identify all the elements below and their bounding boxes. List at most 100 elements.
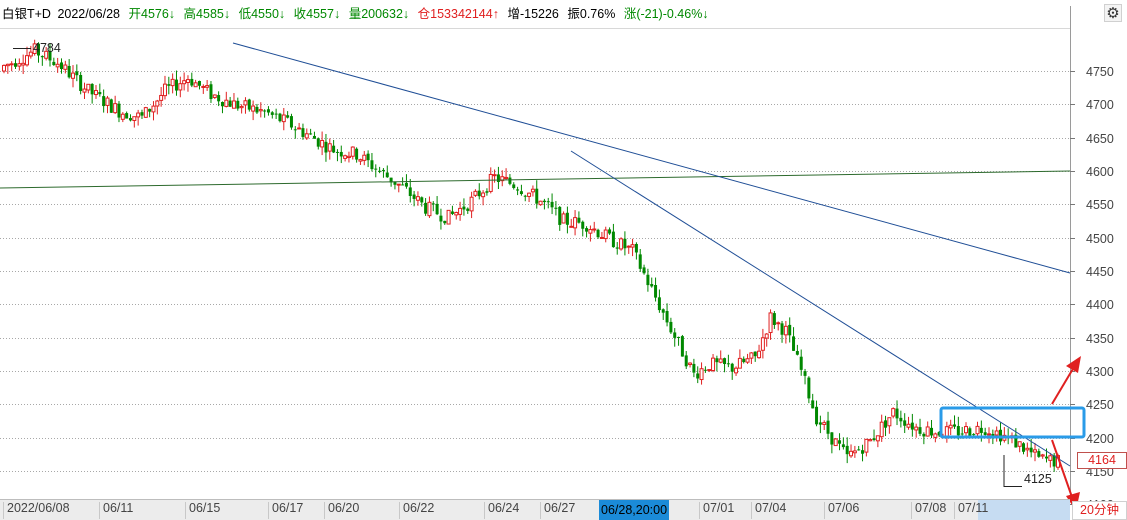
candle-body: [236, 100, 240, 109]
candle-body: [910, 422, 914, 430]
time-axis-separator: [99, 502, 100, 519]
candle: [918, 418, 922, 437]
candle: [776, 321, 781, 331]
price-tick-label: 4400: [1086, 297, 1114, 312]
candle-body: [327, 143, 332, 152]
candle: [818, 415, 822, 434]
time-axis-separator: [824, 502, 825, 519]
candle-body: [281, 114, 286, 123]
candle: [258, 102, 263, 118]
candle-body: [861, 450, 865, 454]
candle: [132, 116, 137, 128]
candle: [619, 237, 624, 251]
candle: [730, 362, 734, 380]
candle: [749, 352, 754, 365]
candle: [350, 146, 355, 160]
symbol-label: 白银T+D: [2, 7, 51, 21]
candle-body: [1022, 443, 1026, 452]
candle: [711, 354, 716, 373]
candle: [239, 104, 244, 114]
candle: [420, 196, 424, 207]
time-axis[interactable]: 2022/06/08 06/11 06/15 06/17 06/20 06/22 06/24…: [0, 499, 1070, 520]
candle-body: [933, 433, 938, 438]
candle: [209, 81, 213, 103]
candle: [772, 310, 776, 329]
candle: [615, 242, 619, 255]
candle: [324, 133, 328, 162]
candle: [469, 191, 474, 219]
candle-body: [987, 433, 992, 436]
period-selector[interactable]: 20分钟: [1072, 501, 1127, 520]
settings-icon[interactable]: ⚙: [1104, 4, 1122, 22]
candle: [412, 190, 416, 207]
candle: [657, 289, 661, 313]
candle-body: [358, 159, 363, 162]
candle: [523, 194, 527, 202]
price-tick-label: 4350: [1086, 331, 1114, 346]
candle: [914, 423, 919, 438]
current-price-label: 4164: [1077, 452, 1127, 469]
candle-body: [699, 368, 704, 381]
candle: [255, 103, 259, 114]
candle-body: [1037, 451, 1041, 457]
candle: [1048, 452, 1053, 468]
candle-body: [760, 337, 765, 351]
time-axis-separator: [540, 502, 541, 519]
candle: [891, 407, 896, 419]
time-axis-separator: [185, 502, 186, 519]
annotations: [13, 48, 1086, 511]
candle-body: [623, 238, 627, 249]
candle: [726, 354, 730, 368]
candle-body: [811, 400, 815, 409]
candle: [98, 83, 102, 97]
candle-body: [431, 203, 435, 205]
candle-body: [102, 96, 106, 107]
candle: [964, 422, 969, 438]
candle-body: [362, 154, 367, 161]
candle-body: [868, 439, 873, 442]
candle-body: [523, 195, 527, 197]
candle: [496, 166, 500, 190]
candle-body: [320, 139, 325, 148]
candle-body: [792, 336, 796, 351]
candle: [588, 225, 593, 242]
candle-body: [13, 63, 17, 67]
candle-body: [872, 438, 876, 440]
candle: [105, 95, 110, 114]
candle-body: [63, 64, 68, 70]
candle: [120, 112, 125, 123]
selection-highlight: [978, 500, 1070, 520]
candle-body: [1014, 434, 1018, 448]
candle: [212, 94, 217, 99]
candle: [852, 445, 857, 458]
candle: [879, 414, 884, 442]
time-axis-separator: [911, 502, 912, 519]
candles: [2, 39, 1060, 472]
candle-body: [991, 433, 995, 437]
candle: [148, 108, 152, 118]
candle: [872, 429, 876, 442]
candle: [304, 128, 309, 140]
candle-body: [684, 355, 688, 367]
candle-body: [516, 189, 520, 191]
candle-body: [446, 209, 451, 225]
candle-body: [170, 78, 175, 87]
candle-body: [93, 90, 98, 96]
candle: [669, 317, 673, 334]
time-tick-label: 06/15: [189, 501, 221, 515]
close-value: 收4557↓: [293, 7, 341, 21]
candle-body: [822, 422, 827, 425]
candle-body: [1017, 441, 1022, 447]
candle: [82, 82, 87, 99]
candle-body: [1033, 449, 1038, 453]
candle: [930, 419, 934, 439]
candle: [485, 188, 489, 196]
candle: [201, 84, 206, 94]
candle: [205, 79, 210, 91]
candle: [715, 355, 719, 372]
candle-body: [140, 112, 144, 116]
candle-body: [673, 332, 677, 338]
candle: [646, 268, 650, 292]
candle-body: [167, 84, 171, 86]
